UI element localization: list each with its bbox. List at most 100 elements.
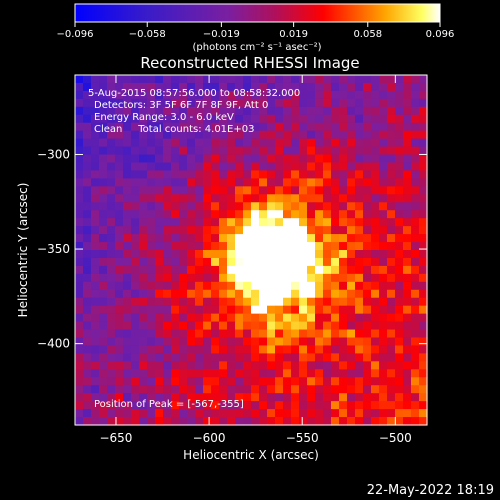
heatmap-cell: [331, 281, 340, 291]
heatmap-cell: [203, 154, 212, 164]
heatmap-cell: [107, 289, 116, 299]
heatmap-cell: [123, 242, 132, 251]
heatmap-cell: [123, 353, 132, 362]
heatmap-cell: [243, 305, 252, 315]
heatmap-cell: [299, 409, 308, 418]
heatmap-cell: [211, 361, 220, 370]
heatmap-cell: [139, 186, 148, 195]
heatmap-cell: [315, 345, 324, 354]
heatmap-cell: [179, 273, 188, 283]
heatmap-cell: [355, 377, 364, 386]
heatmap-cell: [91, 353, 100, 362]
heatmap-cell: [275, 289, 284, 299]
heatmap-cell: [139, 265, 148, 275]
heatmap-cell: [163, 146, 172, 156]
heatmap-cell: [195, 210, 204, 219]
heatmap-cell: [331, 401, 340, 410]
heatmap-cell: [419, 417, 428, 426]
heatmap-cell: [123, 114, 132, 124]
heatmap-cell: [355, 353, 364, 362]
heatmap-cell: [403, 130, 412, 140]
heatmap-cell: [219, 329, 228, 339]
heatmap-cell: [387, 122, 396, 132]
heatmap-cell: [203, 313, 212, 323]
heatmap-cell: [203, 377, 212, 386]
heatmap-cell: [371, 226, 380, 235]
heatmap-cell: [179, 329, 188, 339]
heatmap-cell: [123, 385, 132, 394]
heatmap-cell: [123, 281, 132, 291]
heatmap-cell: [235, 98, 244, 108]
heatmap-cell: [291, 345, 300, 354]
heatmap-cell: [235, 75, 244, 84]
heatmap-cell: [371, 234, 380, 243]
heatmap-cell: [179, 321, 188, 331]
heatmap-cell: [251, 170, 260, 179]
heatmap-cell: [411, 242, 420, 251]
heatmap-cell: [283, 305, 292, 315]
heatmap-cell: [299, 226, 308, 235]
heatmap-cell: [355, 226, 364, 235]
heatmap-cell: [323, 194, 332, 203]
heatmap-cell: [99, 281, 108, 291]
heatmap-cell: [115, 313, 124, 323]
heatmap-cell: [395, 289, 404, 299]
heatmap-cell: [139, 417, 148, 426]
heatmap-cell: [171, 297, 180, 307]
heatmap-cell: [323, 289, 332, 299]
heatmap-cell: [283, 82, 292, 92]
heatmap-cell: [163, 202, 172, 211]
heatmap-cell: [187, 162, 196, 172]
heatmap-cell: [371, 289, 380, 299]
heatmap-cell: [107, 297, 116, 307]
heatmap-cell: [387, 321, 396, 331]
heatmap-cell: [371, 273, 380, 283]
heatmap-cell: [211, 385, 220, 394]
heatmap-cell: [171, 138, 180, 148]
heatmap-cell: [219, 210, 228, 219]
heatmap-cell: [163, 401, 172, 410]
heatmap-cell: [331, 138, 340, 148]
heatmap-cell: [395, 401, 404, 410]
heatmap-cell: [75, 234, 84, 243]
heatmap-cell: [219, 337, 228, 347]
heatmap-cell: [99, 353, 108, 362]
heatmap-cell: [211, 154, 220, 164]
heatmap-cell: [387, 218, 396, 227]
heatmap-cell: [387, 82, 396, 92]
heatmap-cell: [91, 146, 100, 156]
heatmap-cell: [115, 114, 124, 124]
heatmap-cell: [323, 273, 332, 283]
heatmap-cell: [203, 257, 212, 267]
heatmap-cell: [235, 401, 244, 410]
heatmap-cell: [387, 257, 396, 267]
heatmap-cell: [235, 226, 244, 235]
heatmap-cell: [211, 122, 220, 132]
heatmap-cell: [339, 202, 348, 211]
heatmap-cell: [339, 242, 348, 251]
observation-info: 5-Aug-2015 08:57:56.000 to 08:58:32.000 …: [88, 88, 300, 135]
heatmap-cell: [179, 250, 188, 259]
heatmap-cell: [323, 329, 332, 339]
heatmap-cell: [419, 114, 428, 124]
heatmap-cell: [419, 162, 428, 172]
heatmap-cell: [315, 242, 324, 251]
heatmap-cell: [211, 138, 220, 148]
heatmap-cell: [363, 90, 372, 100]
heatmap-cell: [219, 154, 228, 164]
heatmap-cell: [99, 401, 108, 410]
heatmap-cell: [139, 250, 148, 259]
heatmap-cell: [187, 250, 196, 259]
heatmap-cell: [99, 313, 108, 323]
heatmap-cell: [115, 401, 124, 410]
heatmap-cell: [139, 361, 148, 370]
heatmap-cell: [347, 297, 356, 307]
heatmap-cell: [379, 281, 388, 291]
heatmap-cell: [123, 250, 132, 259]
heatmap-cell: [403, 321, 412, 331]
heatmap-cell: [331, 226, 340, 235]
heatmap-cell: [267, 114, 276, 124]
heatmap-cell: [275, 154, 284, 164]
heatmap-cell: [115, 305, 124, 315]
heatmap-cell: [187, 361, 196, 370]
